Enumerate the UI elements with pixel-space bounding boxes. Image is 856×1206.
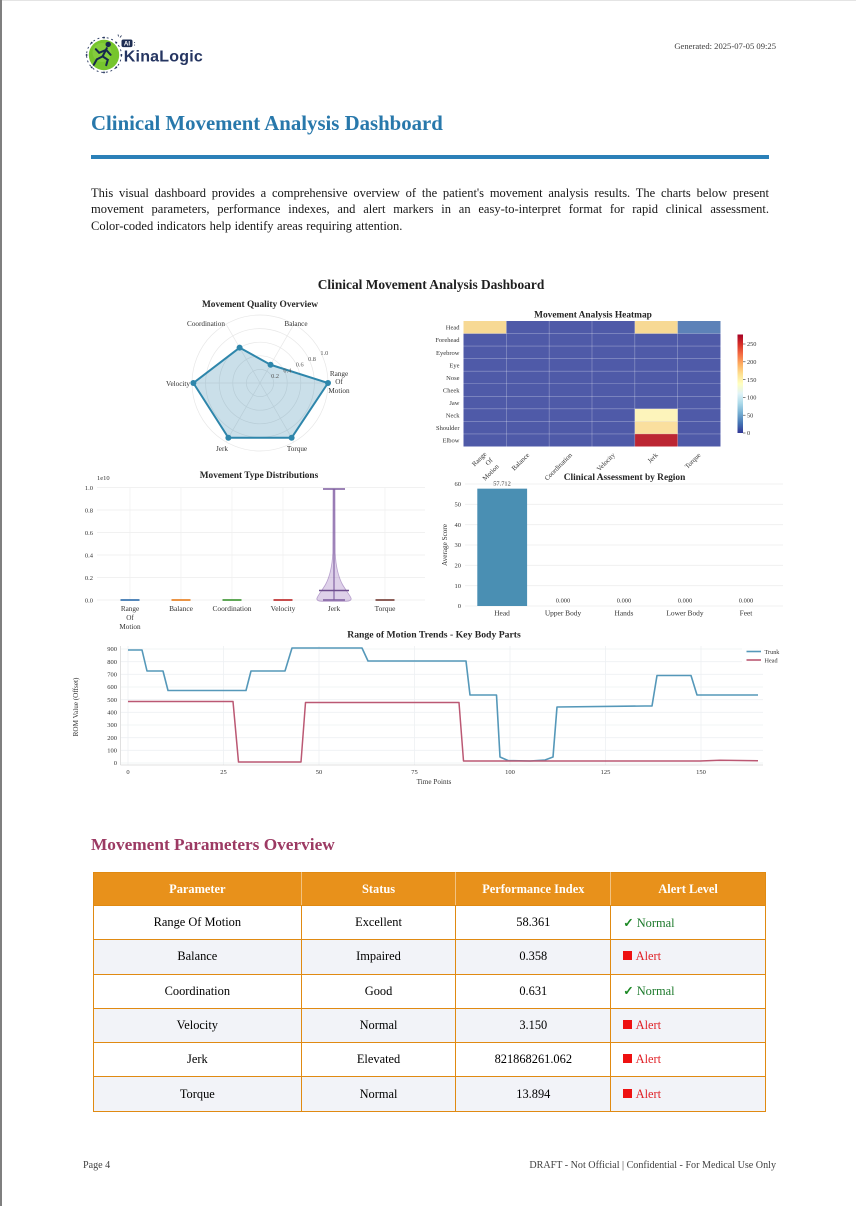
svg-text:400: 400	[107, 710, 117, 717]
svg-text:Neck: Neck	[446, 413, 460, 420]
svg-text:Motion: Motion	[328, 387, 350, 395]
svg-text:60: 60	[455, 481, 462, 488]
svg-text:Feet: Feet	[740, 609, 754, 618]
svg-text:Jaw: Jaw	[449, 400, 459, 407]
svg-text:25: 25	[220, 769, 227, 776]
svg-text:0.4: 0.4	[283, 367, 292, 374]
svg-text:1.0: 1.0	[85, 485, 93, 492]
svg-text:Cheek: Cheek	[443, 387, 460, 394]
svg-text:Range: Range	[330, 370, 348, 378]
svg-text:Velocity: Velocity	[596, 452, 617, 473]
svg-text:0.000: 0.000	[739, 598, 753, 605]
svg-text:Hands: Hands	[615, 609, 634, 618]
svg-text:Lower Body: Lower Body	[666, 609, 703, 618]
svg-text:Of: Of	[126, 614, 134, 622]
svg-text:Range: Range	[121, 605, 139, 613]
svg-text:Average Score: Average Score	[441, 524, 449, 566]
svg-text:50: 50	[455, 502, 462, 509]
svg-text:1.0: 1.0	[320, 350, 328, 357]
svg-text:0.6: 0.6	[85, 530, 94, 537]
svg-text:75: 75	[411, 769, 418, 776]
svg-text:0.4: 0.4	[85, 552, 94, 559]
svg-text:Trunk: Trunk	[765, 649, 781, 656]
svg-text:300: 300	[107, 722, 117, 729]
svg-text:Range of Motion Trends - Key B: Range of Motion Trends - Key Body Parts	[347, 630, 521, 641]
svg-text:Velocity: Velocity	[271, 604, 296, 613]
svg-text:AI: AI	[124, 40, 130, 47]
svg-text:Range: Range	[471, 451, 488, 468]
svg-text:Jerk: Jerk	[216, 445, 228, 453]
svg-text:125: 125	[601, 769, 611, 776]
svg-text:0: 0	[126, 769, 129, 776]
svg-text:0.000: 0.000	[678, 598, 692, 605]
svg-text::: :	[134, 41, 136, 48]
svg-text:Balance: Balance	[511, 452, 531, 472]
svg-text:0.000: 0.000	[556, 598, 570, 605]
svg-text:40: 40	[455, 522, 462, 529]
svg-text:0.2: 0.2	[85, 575, 93, 582]
svg-text:0.000: 0.000	[617, 598, 631, 605]
svg-text:Movement Analysis Heatmap: Movement Analysis Heatmap	[534, 311, 652, 321]
svg-text:Motion: Motion	[119, 623, 141, 631]
svg-text:800: 800	[107, 659, 117, 666]
svg-text:Torque: Torque	[684, 452, 702, 470]
svg-text:ROM Value (Offset): ROM Value (Offset)	[72, 677, 80, 736]
svg-text:KinaLogic: KinaLogic	[124, 49, 203, 66]
svg-text:Upper Body: Upper Body	[545, 609, 582, 618]
svg-text:Jerk: Jerk	[328, 604, 341, 613]
svg-text:700: 700	[107, 672, 117, 679]
svg-text:Velocity: Velocity	[166, 380, 190, 388]
svg-text:0.0: 0.0	[85, 597, 93, 604]
svg-text:20: 20	[455, 563, 462, 570]
svg-text:Torque: Torque	[375, 604, 397, 613]
svg-text:Shoulder: Shoulder	[436, 425, 460, 432]
svg-text:57.712: 57.712	[493, 481, 511, 488]
svg-text:100: 100	[747, 395, 756, 402]
svg-text:Clinical Movement Analysis Das: Clinical Movement Analysis Dashboard	[318, 277, 545, 292]
svg-text:Balance: Balance	[284, 320, 307, 328]
svg-text:500: 500	[107, 697, 117, 704]
svg-text:1e10: 1e10	[97, 475, 110, 482]
svg-text:10: 10	[455, 583, 462, 590]
svg-text:Movement Type Distributions: Movement Type Distributions	[200, 471, 319, 481]
svg-text:200: 200	[747, 359, 756, 366]
svg-text:Head: Head	[494, 609, 510, 618]
svg-text:Clinical Assessment by Region: Clinical Assessment by Region	[564, 473, 686, 483]
svg-text:Torque: Torque	[287, 445, 307, 453]
svg-text:0.6: 0.6	[296, 362, 304, 369]
svg-text:150: 150	[696, 769, 706, 776]
svg-text:100: 100	[505, 769, 515, 776]
svg-text:Motion: Motion	[482, 463, 502, 483]
svg-text:0.8: 0.8	[85, 507, 93, 514]
svg-text:Eyebrow: Eyebrow	[436, 350, 460, 357]
svg-text:Balance: Balance	[169, 604, 194, 613]
svg-text:Jerk: Jerk	[647, 452, 660, 465]
svg-text:Of: Of	[335, 378, 343, 386]
svg-text:Head: Head	[446, 325, 460, 332]
svg-text:200: 200	[107, 735, 117, 742]
svg-text:0: 0	[458, 603, 461, 610]
svg-text:Time Points: Time Points	[417, 778, 452, 786]
svg-text:Coordination: Coordination	[187, 320, 225, 328]
svg-text:Nose: Nose	[446, 375, 459, 382]
svg-text:600: 600	[107, 684, 117, 691]
svg-text:150: 150	[747, 377, 756, 384]
svg-text:Movement Quality Overview: Movement Quality Overview	[202, 300, 318, 310]
svg-text:250: 250	[747, 341, 756, 348]
svg-text:30: 30	[455, 542, 462, 549]
svg-text:Head: Head	[765, 658, 779, 665]
svg-text:Coordination: Coordination	[212, 604, 251, 613]
svg-text:900: 900	[107, 646, 117, 653]
svg-text:50: 50	[747, 412, 753, 419]
svg-text:100: 100	[107, 748, 117, 755]
svg-text:0: 0	[114, 760, 117, 767]
svg-text:0.2: 0.2	[271, 373, 279, 380]
svg-text:Of: Of	[485, 457, 496, 468]
svg-text:Forehead: Forehead	[435, 337, 460, 344]
svg-text:0: 0	[747, 430, 750, 437]
svg-text:0.8: 0.8	[308, 356, 316, 363]
svg-text:Eye: Eye	[449, 362, 459, 369]
svg-text:Elbow: Elbow	[443, 438, 460, 445]
svg-text:50: 50	[316, 769, 323, 776]
